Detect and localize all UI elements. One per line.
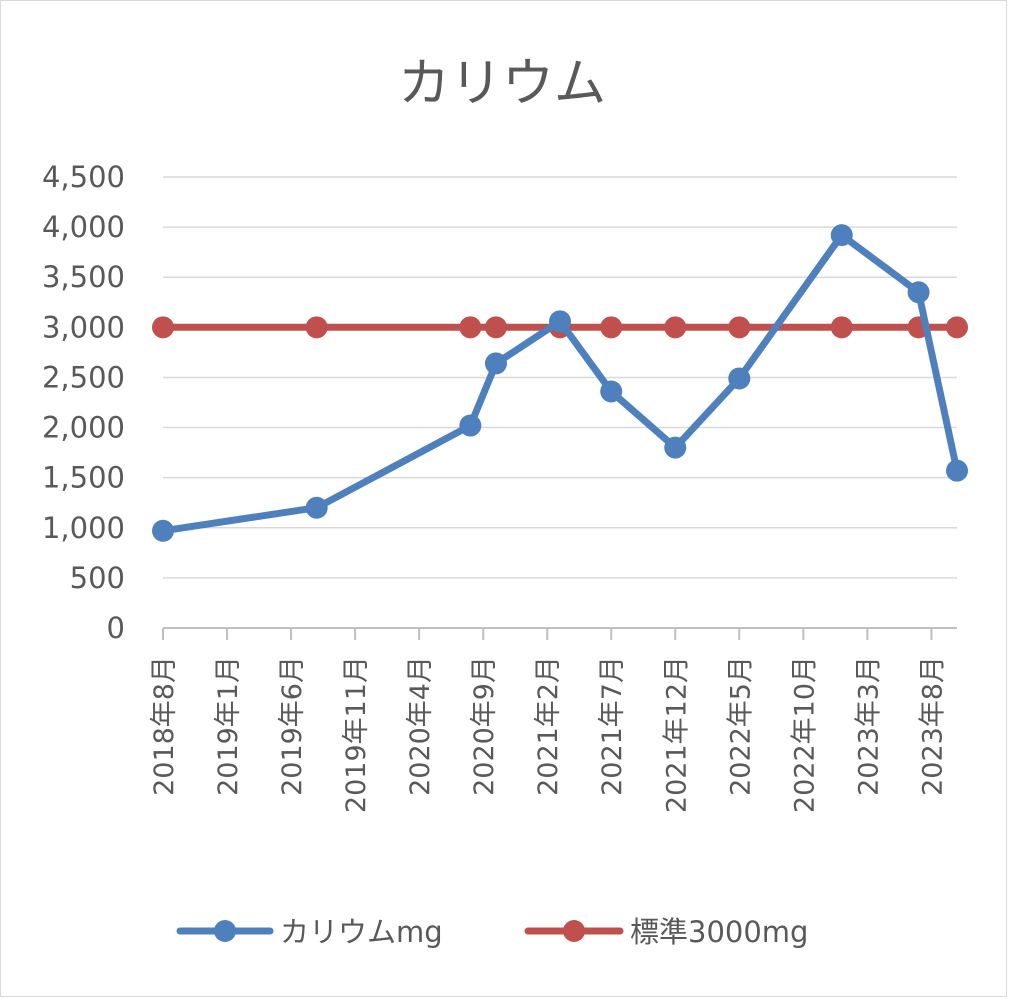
data-point [459, 414, 482, 437]
x-tick-label: 2018年8月 [149, 656, 180, 796]
data-point [600, 316, 623, 339]
chart-title: カリウム [398, 54, 606, 114]
series-line [159, 231, 961, 535]
x-tick-label: 2020年4月 [405, 656, 436, 796]
data-point [946, 459, 968, 482]
x-tick-label: 2021年12月 [661, 656, 692, 813]
x-tick-label: 2019年6月 [277, 656, 308, 796]
x-tick-label: 2021年7月 [597, 656, 628, 796]
legend-label: 標準3000mg [630, 915, 808, 949]
y-tick-label: 4,000 [42, 210, 125, 244]
x-tick-label: 2019年1月 [213, 656, 244, 796]
x-tick-label: 2019年11月 [341, 656, 372, 813]
data-point [549, 310, 571, 333]
data-point [728, 316, 751, 339]
data-point [664, 316, 687, 339]
data-point [484, 316, 507, 339]
x-tick-label: 2020年9月 [469, 656, 500, 796]
x-axis: 2018年8月 2019年1月 2019年6月 2019年11月 2020年4月 2020… [149, 627, 957, 813]
y-tick-label: 1,500 [42, 461, 125, 495]
x-tick-label: 2021年2月 [533, 656, 564, 796]
data-point [907, 281, 930, 304]
legend: カリウムmg 標準3000mg [176, 915, 808, 949]
data-point [484, 352, 507, 375]
x-tick-label: 2023年8月 [917, 656, 948, 796]
legend-item-standard: 標準3000mg [524, 915, 808, 949]
legend-label: カリウムmg [280, 915, 443, 949]
y-tick-label: 1,000 [42, 511, 125, 545]
y-tick-label: 500 [70, 561, 125, 595]
data-point [305, 316, 328, 339]
data-point [152, 316, 174, 339]
data-point [600, 380, 623, 403]
y-tick-label: 3,500 [42, 260, 125, 294]
x-tick-label: 2022年5月 [725, 656, 756, 796]
data-point [305, 496, 328, 519]
data-point [946, 316, 968, 339]
legend-marker [214, 920, 236, 942]
y-tick-label: 2,000 [42, 411, 125, 445]
legend-item-potassium: カリウムmg [176, 915, 443, 949]
y-tick-label: 4,500 [42, 160, 125, 194]
y-tick-label: 3,000 [42, 310, 125, 344]
data-point [459, 316, 482, 339]
y-axis: 0 500 1,000 1,500 2,000 2,500 3,000 3,500 4,000 4… [42, 160, 125, 645]
data-point [152, 519, 174, 542]
x-tick-label: 2023年3月 [853, 656, 884, 796]
data-point [664, 436, 687, 459]
data-point [830, 224, 853, 247]
data-point [728, 367, 751, 390]
y-tick-label: 2,500 [42, 360, 125, 394]
series-layer [152, 224, 968, 542]
legend-marker [563, 920, 585, 942]
data-point [830, 316, 853, 339]
series-potassium [152, 224, 968, 542]
y-tick-label: 0 [107, 611, 125, 645]
x-tick-label: 2022年10月 [789, 656, 820, 813]
